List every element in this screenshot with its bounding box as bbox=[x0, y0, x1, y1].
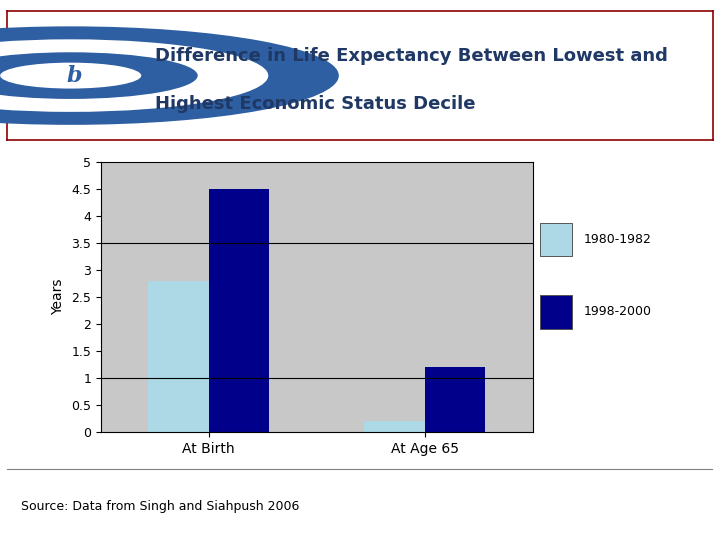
Circle shape bbox=[0, 63, 141, 89]
Y-axis label: Years: Years bbox=[52, 279, 66, 315]
Text: b: b bbox=[66, 65, 82, 86]
Text: 1980-1982: 1980-1982 bbox=[583, 233, 651, 246]
Bar bbox=[540, 222, 572, 256]
Circle shape bbox=[0, 26, 339, 125]
Bar bbox=[540, 295, 572, 328]
Bar bbox=[425, 367, 485, 432]
Text: 1998-2000: 1998-2000 bbox=[583, 306, 651, 319]
Circle shape bbox=[0, 39, 269, 112]
Circle shape bbox=[0, 52, 198, 99]
Text: Source: Data from Singh and Siahpush 2006: Source: Data from Singh and Siahpush 200… bbox=[22, 500, 300, 513]
Text: Difference in Life Expectancy Between Lowest and: Difference in Life Expectancy Between Lo… bbox=[156, 47, 668, 65]
Bar bbox=[209, 189, 269, 432]
Text: Highest Economic Status Decile: Highest Economic Status Decile bbox=[156, 95, 476, 113]
Bar bbox=[148, 281, 209, 432]
Bar bbox=[364, 421, 425, 432]
